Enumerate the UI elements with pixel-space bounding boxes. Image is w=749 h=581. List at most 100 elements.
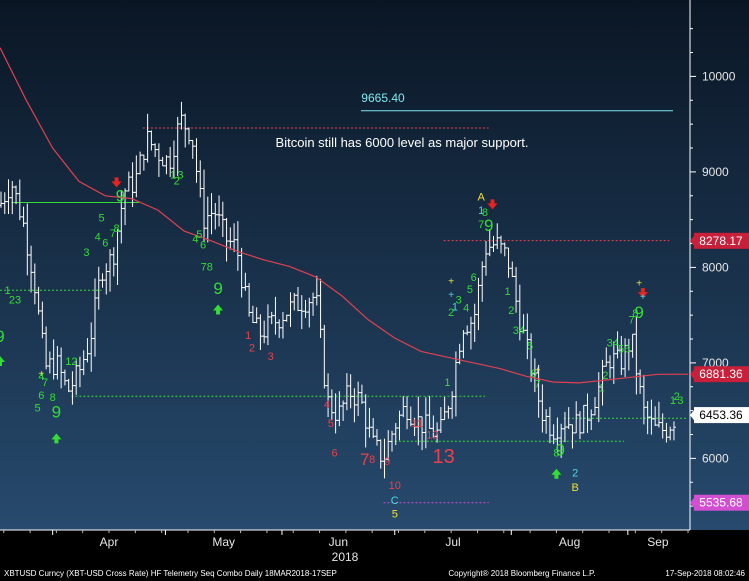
seq-label-20: 4 <box>192 234 198 246</box>
seq-label-45: 9 <box>484 216 493 235</box>
seq-label-26: 2 <box>249 342 255 354</box>
plus-mark-4: + <box>535 365 541 376</box>
seq-label-66: 7 <box>629 315 635 327</box>
y-tick-label-2: 8000 <box>702 260 729 274</box>
price-tag-label-2: 6453.36 <box>699 408 743 422</box>
seq-label-43: 8 <box>482 207 488 219</box>
seq-label-58: 8 <box>553 447 559 459</box>
seq-label-55: 5 <box>527 341 533 353</box>
down-arrow-icon-2 <box>637 288 648 299</box>
seq-label-0: 9 <box>0 327 5 346</box>
seq-label-27: 3 <box>268 351 274 363</box>
seq-label-70: 2 <box>674 391 680 403</box>
seq-label-34: 10 <box>389 480 401 492</box>
plot-background <box>0 0 749 530</box>
price-bars <box>0 101 676 479</box>
seq-label-60: 2 <box>572 468 578 480</box>
up-arrow-icon-6 <box>551 468 562 479</box>
horizontal-levels <box>0 110 688 504</box>
price-tag-pointer-1 <box>690 369 694 380</box>
moving-average-line <box>0 47 689 384</box>
price-tag-pointer-0 <box>690 235 694 246</box>
footer-right: 17-Sep-2018 08:02:46 <box>665 569 745 578</box>
seq-label-24: 9 <box>213 279 222 298</box>
seq-label-40: 1 <box>444 377 450 389</box>
seq-label-61: B <box>572 482 579 494</box>
price-tag-bg-0 <box>694 232 749 249</box>
seq-label-52: 1 <box>504 286 510 298</box>
seq-label-38: C <box>391 495 399 507</box>
seq-label-53: 2 <box>508 305 514 317</box>
y-tick-label-3: 9000 <box>702 165 729 179</box>
seq-label-31: 7 <box>360 450 369 469</box>
seq-label-65: 56 <box>618 343 630 355</box>
y-tick-label-4: 10000 <box>702 69 736 83</box>
seq-label-19: 3 <box>177 170 183 182</box>
price-tags: 8278.17 6881.36 6453.36 5535.68 <box>690 232 749 511</box>
seq-label-33: 9 <box>384 456 390 468</box>
x-year-label: 2018 <box>332 550 359 564</box>
seq-label-1: 1 <box>4 285 10 297</box>
seq-label-9: 12 <box>65 356 77 368</box>
seq-label-16: 9 <box>116 186 125 205</box>
price-tag-label-1: 6881.36 <box>699 367 743 381</box>
seq-label-30: 6 <box>332 447 338 459</box>
x-month-label-3: Jul <box>445 535 460 549</box>
down-arrow-icon-0 <box>111 177 122 188</box>
seq-label-25: 1 <box>245 330 251 342</box>
seq-label-41: A <box>478 192 486 204</box>
price-tag-bg-3 <box>694 494 749 511</box>
seq-label-29: 5 <box>328 418 334 430</box>
seq-label-21: 5 <box>196 229 202 241</box>
seq-label-56: 6 <box>531 368 537 380</box>
x-month-label-0: Apr <box>100 535 119 549</box>
seq-label-46: 6 <box>471 272 477 284</box>
plus-mark-0: + <box>448 277 454 288</box>
seq-label-23: 78 <box>201 261 213 273</box>
seq-label-6: 8 <box>50 392 56 404</box>
seq-label-54: 34 <box>513 325 525 337</box>
seq-label-48: 3 <box>456 295 462 307</box>
plus-mark-2: + <box>636 278 642 289</box>
seq-label-42: 1 <box>478 205 484 217</box>
price-tag-pointer-2 <box>690 410 694 421</box>
plus-mark-1: + <box>448 290 454 301</box>
plus-mark-5: + <box>38 369 44 380</box>
sequence-marks: 9123476859123456789123456789123456789101… <box>0 170 684 521</box>
up-arrow-icon-3 <box>0 356 5 367</box>
seq-label-50: 2 <box>448 307 454 319</box>
seq-label-69: 1 <box>670 395 676 407</box>
seq-label-68: 9 <box>634 303 643 322</box>
up-arrow-icon-5 <box>213 304 224 315</box>
footer-center: Copyright® 2018 Bloomberg Finance L.P. <box>448 569 595 578</box>
down-arrow-icon-1 <box>487 199 498 210</box>
seq-label-18: 2 <box>174 175 180 187</box>
plus-mark-3: + <box>640 292 646 303</box>
x-month-label-5: Sep <box>647 535 669 549</box>
seq-label-11: 4 <box>95 232 101 244</box>
seq-label-17: 1 <box>170 170 176 182</box>
seq-label-14: 7 <box>110 228 116 240</box>
price-tag-pointer-3 <box>690 497 694 508</box>
seq-label-10: 3 <box>83 247 89 259</box>
seq-label-8: 9 <box>52 402 61 421</box>
seq-label-36: 12 <box>426 429 438 441</box>
seq-label-3: 4 <box>38 371 44 383</box>
seq-label-63: 2 <box>602 370 608 382</box>
price-tag-bg-1 <box>694 366 749 383</box>
footer-left: XBTUSD Curncy (XBT-USD Cross Rate) HF Te… <box>4 569 337 578</box>
seq-label-51: 1 <box>452 301 458 313</box>
seq-label-64: 34 <box>607 338 619 350</box>
seq-label-59: 9 <box>555 441 564 460</box>
seq-label-39: 5 <box>392 509 398 521</box>
seq-label-5: 6 <box>38 390 44 402</box>
annotation-text: Bitcoin still has 6000 level as major su… <box>276 135 529 150</box>
x-month-label-4: Aug <box>559 535 580 549</box>
y-tick-label-0: 6000 <box>702 451 729 465</box>
seq-label-22: 6 <box>200 239 206 251</box>
footer-band <box>0 565 749 581</box>
seq-label-67: 8 <box>632 308 638 320</box>
up-arrow-icon-4 <box>51 433 62 444</box>
